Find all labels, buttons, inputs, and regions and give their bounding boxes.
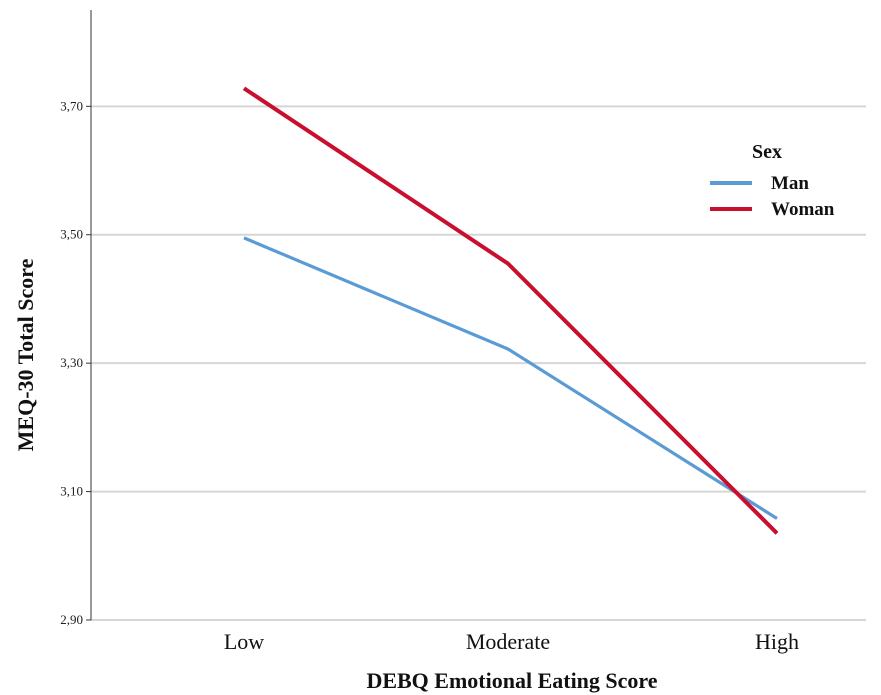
legend-title: Sex [752,141,782,163]
y-tick-label: 3,50 [60,227,83,242]
legend: Sex Man Woman [710,141,835,220]
y-axis-ticks: 2,90 3,10 3,30 3,50 3,70 [60,98,91,627]
x-tick-label: High [755,629,799,654]
x-tick-label: Moderate [466,629,550,654]
x-axis-title: DEBQ Emotional Eating Score [366,668,657,693]
x-tick-label: Low [224,629,264,654]
series-line-man [243,236,778,520]
y-axis-title: MEQ-30 Total Score [13,258,38,451]
legend-label-man: Man [771,173,809,194]
y-tick-label: 2,90 [60,612,83,627]
legend-label-woman: Woman [771,199,835,220]
series-layer [242,86,779,535]
series-line-woman [242,86,779,535]
x-axis-ticks: Low Moderate High [224,629,799,654]
y-tick-label: 3,10 [60,484,83,499]
legend-items: Man Woman [710,173,835,220]
y-tick-label: 3,30 [60,355,83,370]
y-tick-label: 3,70 [60,98,83,113]
